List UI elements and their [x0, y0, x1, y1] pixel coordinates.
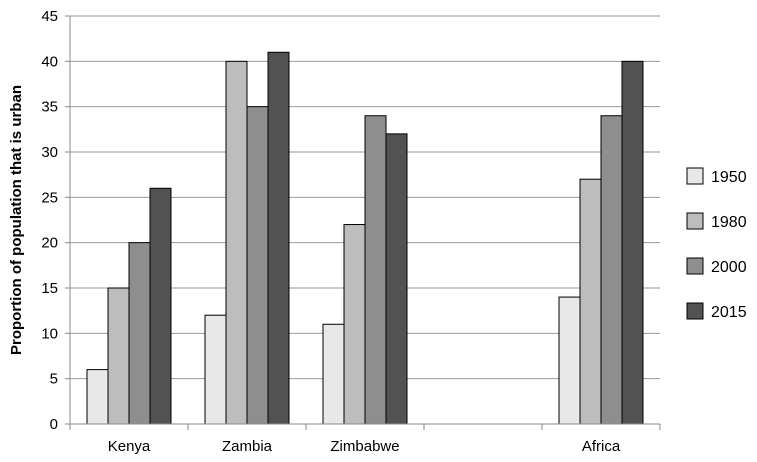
y-tick-label: 20: [41, 235, 58, 252]
legend-label: 2015: [711, 304, 747, 321]
bar-2000-Zimbabwe: [364, 115, 387, 425]
bar-1950-Zambia: [204, 314, 227, 425]
x-tick-labels: Kenya Zambia Zimbabwe Africa: [69, 424, 661, 455]
legend-label: 1980: [711, 214, 747, 231]
bar-2015-Zimbabwe: [385, 133, 408, 425]
bar-1950-Zimbabwe: [322, 323, 345, 425]
bar-2015-Kenya: [149, 187, 172, 425]
legend-label: 2000: [711, 259, 747, 276]
axes: [69, 16, 660, 425]
y-tick-label: 0: [50, 416, 58, 433]
y-tick-label: 35: [41, 99, 58, 116]
legend: 1950 1980 2000 2015: [686, 167, 747, 321]
y-axis-label: Proportion of population that is urban: [8, 85, 25, 355]
legend-label: 1950: [711, 169, 747, 186]
y-tick-labels: 0 5 10 15 20 25 30 35 40 45: [41, 8, 70, 433]
x-tick-label: Africa: [582, 438, 621, 455]
bar-1950-Africa: [558, 296, 581, 425]
bar-1980-Zimbabwe: [343, 224, 366, 425]
bar-1980-Zambia: [225, 60, 248, 425]
legend-swatch-1980: [686, 212, 704, 230]
y-tick-label: 30: [41, 144, 58, 161]
y-tick-label: 40: [41, 53, 58, 70]
y-tick-label: 25: [41, 189, 58, 206]
bar-2000-Kenya: [128, 242, 151, 425]
bar-2000-Africa: [600, 115, 623, 425]
bar-2000-Zambia: [246, 106, 269, 425]
bars: [86, 51, 644, 425]
bar-2015-Africa: [621, 60, 644, 425]
y-tick-label: 10: [41, 325, 58, 342]
y-tick-label: 5: [50, 371, 58, 388]
bar-1950-Kenya: [86, 369, 109, 425]
bar-1980-Africa: [579, 178, 602, 425]
bar-1980-Kenya: [107, 287, 130, 425]
legend-swatch-2015: [686, 302, 704, 320]
x-tick-label: Zambia: [222, 438, 273, 455]
legend-swatch-1950: [686, 167, 704, 185]
y-tick-label: 15: [41, 280, 58, 297]
x-tick-label: Zimbabwe: [330, 438, 399, 455]
y-tick-label: 45: [41, 8, 58, 25]
x-tick-label: Kenya: [108, 438, 151, 455]
bar-2015-Zambia: [267, 51, 290, 425]
legend-swatch-2000: [686, 257, 704, 275]
